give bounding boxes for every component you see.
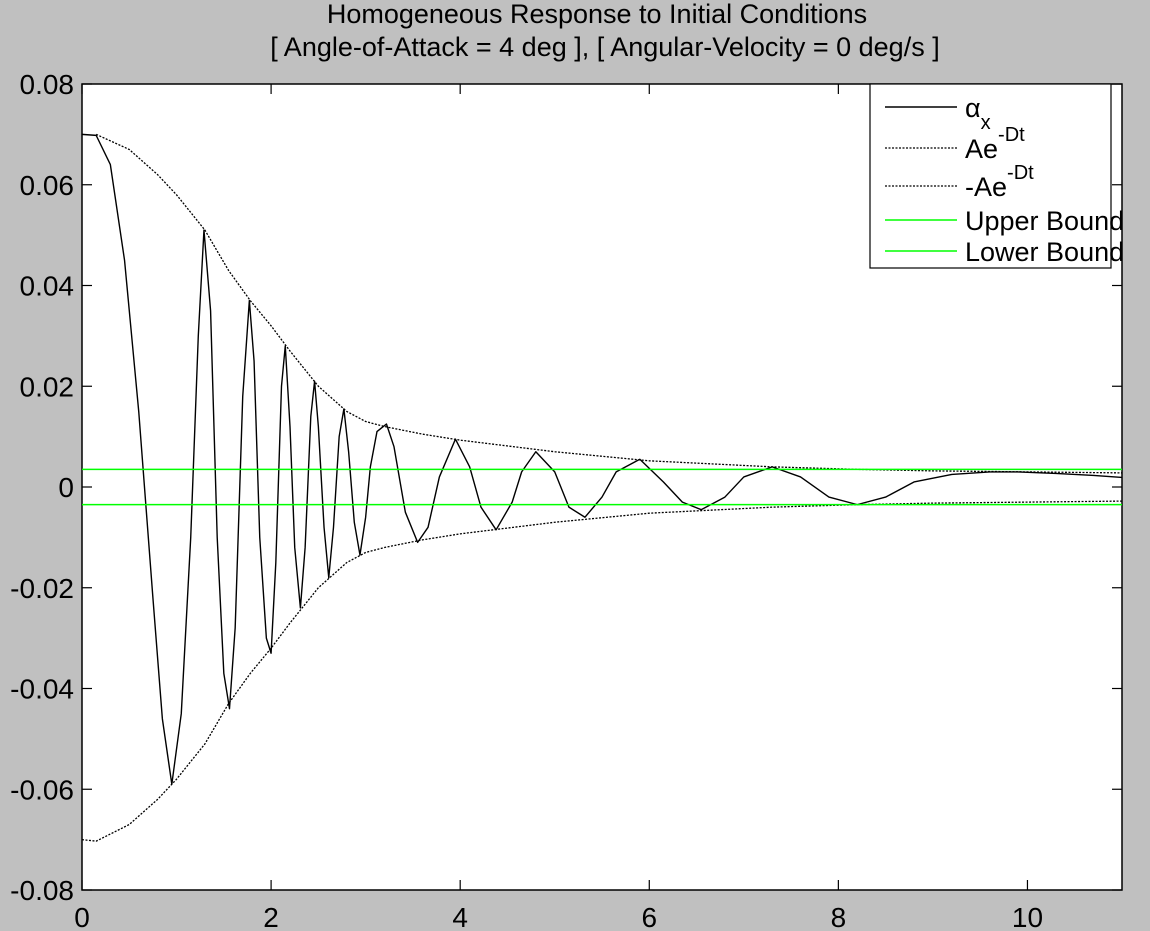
legend-label-main: α <box>965 93 981 123</box>
legend-label-1: Ae-Dt <box>965 124 1025 164</box>
y-tick-label: 0 <box>58 472 74 503</box>
legend-label-sup: -Dt <box>1007 162 1034 184</box>
legend-label-0: αx <box>965 93 991 134</box>
y-tick-label: 0.06 <box>20 170 75 201</box>
legend-label-main: Lower Bound <box>965 237 1124 267</box>
x-tick-label: 8 <box>831 902 847 931</box>
legend-label-4: Lower Bound <box>965 237 1124 267</box>
y-tick-label: 0.08 <box>20 69 75 100</box>
x-tick-label: 4 <box>452 902 468 931</box>
x-tick-label: 2 <box>263 902 279 931</box>
y-tick-label: -0.04 <box>10 674 74 705</box>
y-tick-label: -0.08 <box>10 875 74 906</box>
legend-label-main: Ae <box>965 134 998 164</box>
legend-label-sup: -Dt <box>998 124 1025 146</box>
x-tick-label: 0 <box>74 902 90 931</box>
legend-label-2: -Ae-Dt <box>965 162 1034 202</box>
legend-label-main: Upper Bound <box>965 206 1124 236</box>
series-line-2 <box>81 500 1123 842</box>
x-tick-label: 10 <box>1012 902 1043 931</box>
axis-layer: 0 2 4 6 8 10 0.08 0.06 0.04 0.02 0 -0.02 -0.04 -0.06 -… <box>10 69 1122 931</box>
legend-label-3: Upper Bound <box>965 206 1124 236</box>
series-line-1 <box>95 133 1123 474</box>
legend-label-main: -Ae <box>965 172 1007 202</box>
legend-box <box>869 83 1112 269</box>
y-tick-label: 0.04 <box>20 271 75 302</box>
chart-subtitle: [ Angle-of-Attack = 4 deg ], [ Angular-V… <box>270 32 939 62</box>
legend-label-sub: x <box>981 112 991 134</box>
y-tick-label: -0.06 <box>10 774 74 805</box>
y-tick-label: 0.02 <box>20 371 75 402</box>
series-line-0 <box>81 133 1123 785</box>
x-tick-label: 6 <box>641 902 657 931</box>
chart-title: Homogeneous Response to Initial Conditio… <box>327 0 867 29</box>
y-tick-label: -0.02 <box>10 573 74 604</box>
series-layer <box>81 133 1123 842</box>
